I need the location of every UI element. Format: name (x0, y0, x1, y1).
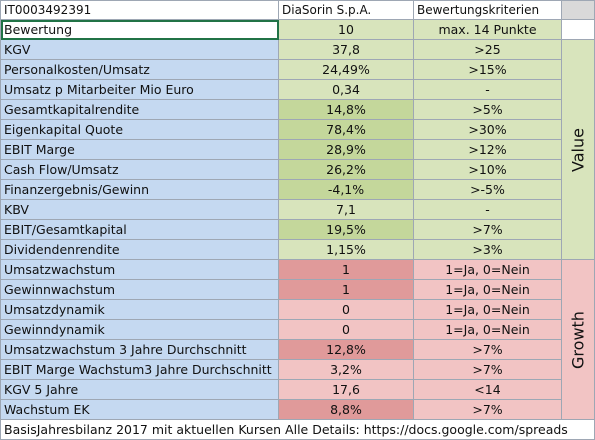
table-row: Umsatzwachstum 1 1=Ja, 0=Nein Growth (0, 259, 595, 420)
rating-blank-cell[interactable] (561, 19, 595, 40)
metric-criteria-cell[interactable]: >30% (413, 119, 562, 140)
metric-criteria-cell[interactable]: - (413, 199, 562, 220)
metric-value-cell[interactable]: 3,2% (278, 359, 414, 380)
table-row: EBIT Marge 28,9% >12% (0, 139, 595, 160)
metric-value-cell[interactable]: 0 (278, 319, 414, 340)
table-row: Finanzergebnis/Gewinn -4,1% >-5% (0, 179, 595, 200)
metric-label-cell[interactable]: Dividendenrendite (0, 239, 279, 260)
table-row: Personalkosten/Umsatz 24,49% >15% (0, 59, 595, 80)
metric-value-cell[interactable]: 0,34 (278, 79, 414, 100)
metric-criteria-cell[interactable]: >7% (413, 219, 562, 240)
table-row: Umsatz p Mitarbeiter Mio Euro 0,34- (0, 79, 595, 100)
table-row: Cash Flow/Umsatz 26,2% >10% (0, 159, 595, 180)
metric-label-cell[interactable]: Cash Flow/Umsatz (0, 159, 279, 180)
blank-header-cell[interactable] (561, 0, 595, 20)
table-row: Gewinndynamik 0 1=Ja, 0=Nein (0, 319, 595, 340)
metric-criteria-cell[interactable]: >25 (413, 39, 562, 60)
metric-value-cell[interactable]: 14,8% (278, 99, 414, 120)
metric-criteria-cell[interactable]: >-5% (413, 179, 562, 200)
metric-value-cell[interactable]: 1,15% (278, 239, 414, 260)
metric-label-cell[interactable]: Umsatz p Mitarbeiter Mio Euro (0, 79, 279, 100)
table-row: KGV 37,8 >25 Value (0, 39, 595, 260)
table-row: EBIT Marge Wachstum3 Jahre Durchschnitt 3… (0, 359, 595, 380)
metric-criteria-cell[interactable]: >7% (413, 359, 562, 380)
metric-value-cell[interactable]: 8,8% (278, 399, 414, 420)
metric-label-cell[interactable]: KBV (0, 199, 279, 220)
metric-value-cell[interactable]: 24,49% (278, 59, 414, 80)
metric-label-cell[interactable]: Gewinnwachstum (0, 279, 279, 300)
metric-label-cell[interactable]: EBIT Marge Wachstum3 Jahre Durchschnitt (0, 359, 279, 380)
metric-label-cell[interactable]: Umsatzwachstum (0, 259, 279, 280)
metric-criteria-cell[interactable]: >7% (413, 339, 562, 360)
rating-criteria-cell[interactable]: max. 14 Punkte (413, 19, 562, 40)
criteria-header-cell[interactable]: Bewertungskriterien (413, 0, 562, 20)
metric-label-cell[interactable]: Umsatzwachstum 3 Jahre Durchschnitt (0, 339, 279, 360)
table-row: Dividendenrendite 1,15% >3% (0, 239, 595, 260)
metric-criteria-cell[interactable]: >5% (413, 99, 562, 120)
metric-label-cell[interactable]: KGV 5 Jahre (0, 379, 279, 400)
metric-value-cell[interactable]: 19,5% (278, 219, 414, 240)
metric-value-cell[interactable]: 0 (278, 299, 414, 320)
metric-label-cell[interactable]: Umsatzdynamik (0, 299, 279, 320)
metric-criteria-cell[interactable]: 1=Ja, 0=Nein (413, 279, 562, 300)
metric-criteria-cell[interactable]: 1=Ja, 0=Nein (413, 319, 562, 340)
metric-label-cell[interactable]: KGV (0, 39, 279, 60)
header-row: IT0003492391 DiaSorin S.p.A. Bewertungsk… (0, 0, 595, 20)
metric-criteria-cell[interactable]: - (413, 79, 562, 100)
metric-criteria-cell[interactable]: >10% (413, 159, 562, 180)
metric-criteria-cell[interactable]: >15% (413, 59, 562, 80)
metric-label-cell[interactable]: Gesamtkapitalrendite (0, 99, 279, 120)
metric-criteria-cell[interactable]: >12% (413, 139, 562, 160)
value-side-label-text: Value (568, 127, 588, 172)
metric-label-cell[interactable]: Gewinndynamik (0, 319, 279, 340)
footer-note-cell[interactable]: BasisJahresbilanz 2017 mit aktuellen Kur… (0, 419, 595, 440)
metric-criteria-cell[interactable]: 1=Ja, 0=Nein (413, 259, 562, 280)
metric-label-cell[interactable]: Eigenkapital Quote (0, 119, 279, 140)
metric-value-cell[interactable]: 28,9% (278, 139, 414, 160)
metric-label-cell[interactable]: Wachstum EK (0, 399, 279, 420)
metric-value-cell[interactable]: 17,6 (278, 379, 414, 400)
rating-label-cell[interactable]: Bewertung (0, 19, 279, 40)
growth-side-label[interactable]: Growth (561, 259, 595, 420)
metric-criteria-cell[interactable]: <14 (413, 379, 562, 400)
rating-row: Bewertung 10 max. 14 Punkte (0, 19, 595, 40)
footer-row: BasisJahresbilanz 2017 mit aktuellen Kur… (0, 419, 595, 440)
table-row: Gesamtkapitalrendite 14,8% >5% (0, 99, 595, 120)
metric-value-cell[interactable]: 1 (278, 259, 414, 280)
growth-side-label-text: Growth (568, 310, 588, 369)
metric-value-cell[interactable]: 12,8% (278, 339, 414, 360)
metric-value-cell[interactable]: -4,1% (278, 179, 414, 200)
isin-cell[interactable]: IT0003492391 (0, 0, 279, 20)
metric-label-cell[interactable]: EBIT/Gesamtkapital (0, 219, 279, 240)
metric-value-cell[interactable]: 78,4% (278, 119, 414, 140)
metric-label-cell[interactable]: Finanzergebnis/Gewinn (0, 179, 279, 200)
metric-criteria-cell[interactable]: 1=Ja, 0=Nein (413, 299, 562, 320)
metric-value-cell[interactable]: 37,8 (278, 39, 414, 60)
metric-value-cell[interactable]: 7,1 (278, 199, 414, 220)
rating-value-cell[interactable]: 10 (278, 19, 414, 40)
table-row: Wachstum EK 8,8% >7% (0, 399, 595, 420)
metric-criteria-cell[interactable]: >7% (413, 399, 562, 420)
table-row: Umsatzdynamik 0 1=Ja, 0=Nein (0, 299, 595, 320)
table-row: Gewinnwachstum 1 1=Ja, 0=Nein (0, 279, 595, 300)
metric-label-cell[interactable]: Personalkosten/Umsatz (0, 59, 279, 80)
metric-criteria-cell[interactable]: >3% (413, 239, 562, 260)
metric-label-cell[interactable]: EBIT Marge (0, 139, 279, 160)
metric-value-cell[interactable]: 26,2% (278, 159, 414, 180)
metric-value-cell[interactable]: 1 (278, 279, 414, 300)
value-side-label[interactable]: Value (561, 39, 595, 260)
table-row: KGV 5 Jahre 17,6 <14 (0, 379, 595, 400)
table-row: KBV 7,1- (0, 199, 595, 220)
table-row: Umsatzwachstum 3 Jahre Durchschnitt 12,8%… (0, 339, 595, 360)
company-cell[interactable]: DiaSorin S.p.A. (278, 0, 414, 20)
table-row: EBIT/Gesamtkapital 19,5% >7% (0, 219, 595, 240)
table-row: Eigenkapital Quote 78,4% >30% (0, 119, 595, 140)
